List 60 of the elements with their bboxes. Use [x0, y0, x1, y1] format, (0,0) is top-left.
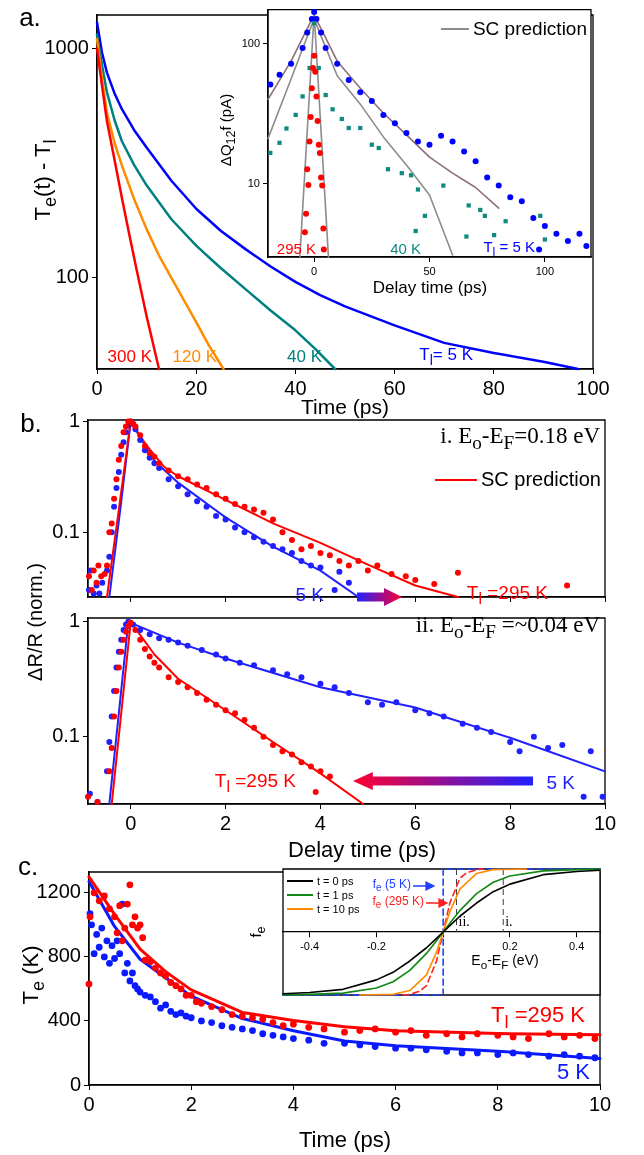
x-tick-label: 10	[593, 811, 617, 834]
legend-label: t = 0 ps	[317, 875, 354, 887]
y-tick-label: 1200	[36, 880, 81, 903]
x-tick-label: 100	[535, 264, 555, 277]
series-label: T$_{l}$ = 5 K	[483, 237, 535, 260]
legend-label: SC prediction	[472, 17, 587, 40]
series-label: f$_{e}$ (295 K)	[372, 894, 424, 911]
y-tick-label: 800	[47, 944, 81, 967]
x-tick-label: 0	[125, 811, 137, 834]
y-tick-label: 1	[68, 609, 80, 632]
x-tick-label: 8	[504, 811, 516, 834]
x-axis-title: Time (ps)	[298, 1127, 392, 1153]
series-label: T$_{l}$ =295 K	[214, 769, 296, 796]
x-tick-label: 2	[219, 811, 232, 834]
series-label: T$_{l}$ =295 K	[491, 1002, 585, 1032]
text: b.	[20, 408, 42, 439]
ref-line-label: ii.	[458, 914, 470, 930]
series-label: T$_{l}$= 5 K	[419, 345, 473, 368]
text: c.	[17, 851, 39, 882]
x-tick-label: 4	[314, 811, 326, 834]
x-tick-label: 80	[482, 376, 505, 399]
x-tick-label: 50	[423, 264, 436, 277]
x-tick-label: 0.2	[502, 939, 518, 952]
y-axis-title: ΔR/R (norm.)	[23, 563, 46, 681]
chart-title: ii. E$_{o}$-E$_{F}$ =~0.04 eV	[415, 612, 600, 642]
y-tick-label: 0	[69, 1072, 81, 1095]
x-tick-label: 0	[91, 376, 103, 399]
x-tick-label: 20	[185, 376, 208, 399]
text: a.	[19, 2, 41, 33]
legend-label: t = 10 ps	[317, 903, 360, 915]
x-tick-label: 6	[409, 811, 421, 834]
chart-title: i. E$_{o}$-E$_{F}$=0.18 eV	[440, 423, 600, 453]
x-tick-label: 0.4	[568, 939, 585, 952]
ref-line-label: i.	[505, 914, 513, 930]
y-tick-label: 1000	[44, 36, 89, 59]
legend-label: SC prediction	[480, 468, 601, 491]
y-tick-label: 0.1	[52, 519, 80, 542]
y-tick-label: 1	[68, 408, 80, 431]
x-axis-title: E$_{o}$-E$_{F}$ (eV)	[471, 951, 539, 972]
text: f$_{e}$ (5 K)	[372, 877, 411, 894]
series-label: 300 K	[107, 347, 152, 367]
x-tick-label: -0.2	[366, 939, 386, 952]
series-label: 40 K	[287, 347, 322, 367]
x-tick-label: -0.4	[300, 939, 320, 952]
legend-label: t = 1 ps	[317, 889, 354, 901]
series-label: 5 K	[556, 1059, 590, 1085]
x-tick-label: 8	[492, 1092, 504, 1115]
series-label: 5 K	[546, 772, 575, 794]
x-tick-label: 10	[588, 1092, 612, 1115]
series-label: 295 K	[276, 240, 316, 258]
series-label: 40 K	[390, 240, 421, 258]
x-tick-label: 6	[390, 1092, 402, 1115]
y-tick-label: 400	[47, 1008, 81, 1031]
x-tick-label: 4	[287, 1092, 299, 1115]
x-tick-label: 2	[185, 1092, 197, 1115]
y-tick-label: 0.1	[52, 724, 80, 747]
x-tick-label: 100	[576, 376, 610, 399]
x-tick-label: 0	[311, 264, 318, 277]
x-axis-title: Delay time (ps)	[288, 837, 436, 863]
x-axis-title: Delay time (ps)	[372, 278, 488, 298]
